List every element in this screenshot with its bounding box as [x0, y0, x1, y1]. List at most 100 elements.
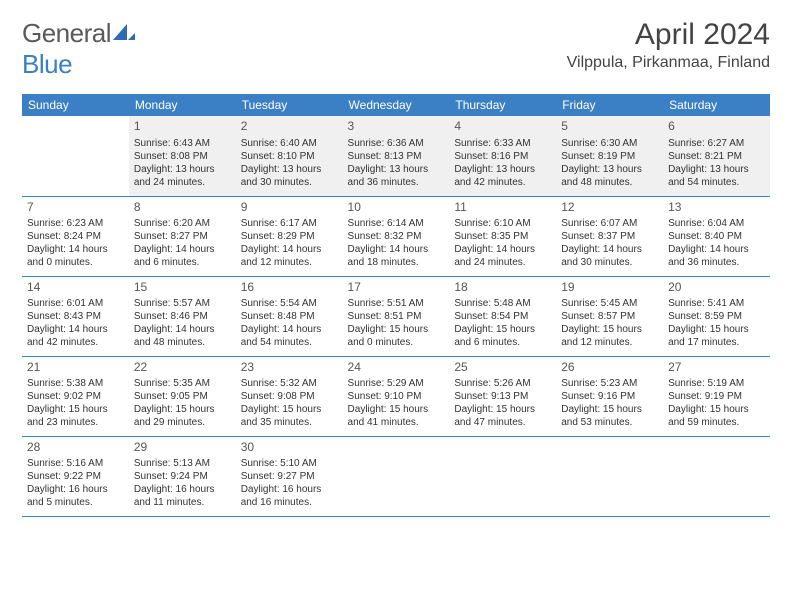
sunrise-line: Sunrise: 5:54 AM — [241, 297, 338, 310]
day-number: 8 — [134, 200, 231, 216]
sunset-line: Sunset: 8:48 PM — [241, 310, 338, 323]
daylight-line: Daylight: 15 hours — [454, 403, 551, 416]
day-number: 16 — [241, 280, 338, 296]
day-number: 29 — [134, 440, 231, 456]
calendar-body: 1Sunrise: 6:43 AMSunset: 8:08 PMDaylight… — [22, 116, 770, 516]
calendar-day: 25Sunrise: 5:26 AMSunset: 9:13 PMDayligh… — [449, 356, 556, 436]
day-number: 24 — [348, 360, 445, 376]
calendar-day: 18Sunrise: 5:48 AMSunset: 8:54 PMDayligh… — [449, 276, 556, 356]
sunrise-line: Sunrise: 6:04 AM — [668, 217, 765, 230]
sunrise-line: Sunrise: 6:23 AM — [27, 217, 124, 230]
daylight-line: Daylight: 16 hours — [134, 483, 231, 496]
daylight-line: Daylight: 14 hours — [241, 243, 338, 256]
calendar-week: 7Sunrise: 6:23 AMSunset: 8:24 PMDaylight… — [22, 196, 770, 276]
day-number: 20 — [668, 280, 765, 296]
sunrise-line: Sunrise: 6:10 AM — [454, 217, 551, 230]
sunrise-line: Sunrise: 5:35 AM — [134, 377, 231, 390]
calendar-day: 21Sunrise: 5:38 AMSunset: 9:02 PMDayligh… — [22, 356, 129, 436]
sunrise-line: Sunrise: 5:51 AM — [348, 297, 445, 310]
daylight-line: Daylight: 13 hours — [134, 163, 231, 176]
day-number: 9 — [241, 200, 338, 216]
daylight-line: Daylight: 14 hours — [668, 243, 765, 256]
calendar-week: 28Sunrise: 5:16 AMSunset: 9:22 PMDayligh… — [22, 436, 770, 516]
sunset-line: Sunset: 9:08 PM — [241, 390, 338, 403]
day-number: 25 — [454, 360, 551, 376]
daylight-line: and 48 minutes. — [561, 176, 658, 189]
calendar-day: 3Sunrise: 6:36 AMSunset: 8:13 PMDaylight… — [343, 116, 450, 196]
daylight-line: Daylight: 14 hours — [27, 323, 124, 336]
sunset-line: Sunset: 9:05 PM — [134, 390, 231, 403]
daylight-line: Daylight: 13 hours — [561, 163, 658, 176]
calendar-day: 7Sunrise: 6:23 AMSunset: 8:24 PMDaylight… — [22, 196, 129, 276]
daylight-line: Daylight: 13 hours — [348, 163, 445, 176]
daylight-line: Daylight: 14 hours — [454, 243, 551, 256]
weekday-header: Sunday — [22, 94, 129, 116]
calendar-day: 23Sunrise: 5:32 AMSunset: 9:08 PMDayligh… — [236, 356, 343, 436]
sunset-line: Sunset: 9:19 PM — [668, 390, 765, 403]
day-number: 22 — [134, 360, 231, 376]
day-number: 2 — [241, 119, 338, 135]
daylight-line: and 42 minutes. — [454, 176, 551, 189]
sunset-line: Sunset: 8:37 PM — [561, 230, 658, 243]
weekday-header: Friday — [556, 94, 663, 116]
daylight-line: Daylight: 15 hours — [348, 403, 445, 416]
calendar-week: 1Sunrise: 6:43 AMSunset: 8:08 PMDaylight… — [22, 116, 770, 196]
sunset-line: Sunset: 9:22 PM — [27, 470, 124, 483]
sunrise-line: Sunrise: 6:40 AM — [241, 137, 338, 150]
calendar-day: 17Sunrise: 5:51 AMSunset: 8:51 PMDayligh… — [343, 276, 450, 356]
daylight-line: and 0 minutes. — [27, 256, 124, 269]
sunset-line: Sunset: 8:43 PM — [27, 310, 124, 323]
sunset-line: Sunset: 9:13 PM — [454, 390, 551, 403]
sunset-line: Sunset: 8:08 PM — [134, 150, 231, 163]
sunrise-line: Sunrise: 6:33 AM — [454, 137, 551, 150]
calendar-empty — [22, 116, 129, 196]
daylight-line: Daylight: 15 hours — [561, 323, 658, 336]
logo: General Blue — [22, 18, 135, 80]
sunset-line: Sunset: 9:16 PM — [561, 390, 658, 403]
sunset-line: Sunset: 8:35 PM — [454, 230, 551, 243]
weekday-header: Thursday — [449, 94, 556, 116]
calendar-day: 4Sunrise: 6:33 AMSunset: 8:16 PMDaylight… — [449, 116, 556, 196]
sunrise-line: Sunrise: 5:23 AM — [561, 377, 658, 390]
daylight-line: Daylight: 15 hours — [454, 323, 551, 336]
daylight-line: and 24 minutes. — [134, 176, 231, 189]
sunrise-line: Sunrise: 5:45 AM — [561, 297, 658, 310]
sunrise-line: Sunrise: 5:13 AM — [134, 457, 231, 470]
daylight-line: and 23 minutes. — [27, 416, 124, 429]
daylight-line: and 41 minutes. — [348, 416, 445, 429]
daylight-line: and 53 minutes. — [561, 416, 658, 429]
daylight-line: and 47 minutes. — [454, 416, 551, 429]
day-number: 14 — [27, 280, 124, 296]
header: General Blue April 2024 Vilppula, Pirkan… — [22, 18, 770, 80]
calendar-day: 5Sunrise: 6:30 AMSunset: 8:19 PMDaylight… — [556, 116, 663, 196]
daylight-line: Daylight: 14 hours — [134, 323, 231, 336]
calendar-day: 1Sunrise: 6:43 AMSunset: 8:08 PMDaylight… — [129, 116, 236, 196]
sunset-line: Sunset: 8:21 PM — [668, 150, 765, 163]
daylight-line: Daylight: 15 hours — [668, 403, 765, 416]
daylight-line: Daylight: 14 hours — [27, 243, 124, 256]
day-number: 7 — [27, 200, 124, 216]
weekday-header: Wednesday — [343, 94, 450, 116]
calendar-day: 9Sunrise: 6:17 AMSunset: 8:29 PMDaylight… — [236, 196, 343, 276]
sunset-line: Sunset: 8:46 PM — [134, 310, 231, 323]
weekday-header: Saturday — [663, 94, 770, 116]
daylight-line: and 16 minutes. — [241, 496, 338, 509]
calendar-day: 22Sunrise: 5:35 AMSunset: 9:05 PMDayligh… — [129, 356, 236, 436]
daylight-line: and 48 minutes. — [134, 336, 231, 349]
sunrise-line: Sunrise: 5:26 AM — [454, 377, 551, 390]
sunset-line: Sunset: 8:40 PM — [668, 230, 765, 243]
logo-text: General Blue — [22, 18, 135, 80]
sunset-line: Sunset: 8:57 PM — [561, 310, 658, 323]
title-block: April 2024 Vilppula, Pirkanmaa, Finland — [567, 18, 770, 72]
daylight-line: Daylight: 13 hours — [668, 163, 765, 176]
daylight-line: and 6 minutes. — [134, 256, 231, 269]
calendar-day: 19Sunrise: 5:45 AMSunset: 8:57 PMDayligh… — [556, 276, 663, 356]
sunset-line: Sunset: 8:19 PM — [561, 150, 658, 163]
day-number: 12 — [561, 200, 658, 216]
daylight-line: Daylight: 16 hours — [27, 483, 124, 496]
sunset-line: Sunset: 9:10 PM — [348, 390, 445, 403]
daylight-line: and 42 minutes. — [27, 336, 124, 349]
logo-part2: Blue — [22, 49, 72, 79]
sunrise-line: Sunrise: 6:07 AM — [561, 217, 658, 230]
daylight-line: and 12 minutes. — [561, 336, 658, 349]
